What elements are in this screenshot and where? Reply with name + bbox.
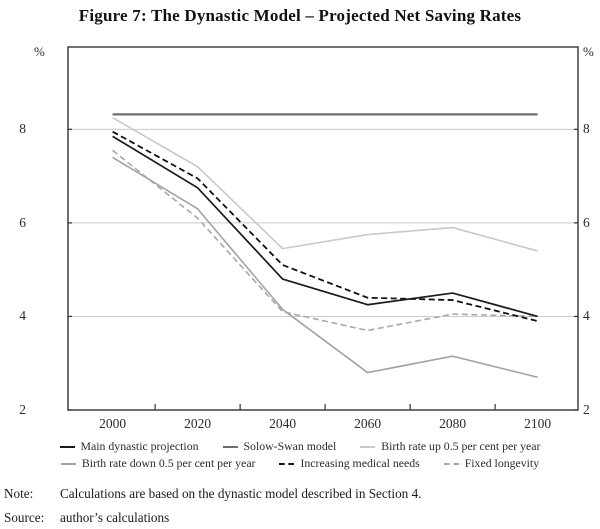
x-tick-label-2100: 2100	[524, 416, 552, 431]
y-axis-unit-right: %	[583, 44, 594, 59]
source-text: author’s calculations	[60, 510, 170, 525]
legend-swatch-icon	[60, 462, 76, 465]
chart-legend-row-2: Birth rate down 0.5 per cent per year Inc…	[0, 456, 600, 471]
legend-swatch-icon	[222, 445, 238, 448]
source-line: Source: author’s calculations	[4, 510, 169, 526]
x-tick-label-2080: 2080	[439, 416, 467, 431]
y-tick-label-left-8: 8	[19, 121, 26, 137]
legend-swatch-icon	[279, 462, 295, 465]
legend-item-1: Solow-Swan model	[222, 439, 337, 454]
legend-label: Fixed longevity	[464, 456, 540, 470]
y-axis-unit-left: %	[34, 44, 45, 59]
x-tick-label-2020: 2020	[184, 416, 212, 431]
plot-frame	[67, 46, 579, 411]
legend-label: Main dynastic projection	[80, 439, 199, 453]
series-line-5	[112, 149, 538, 332]
y-tick-label-left-2: 2	[19, 402, 26, 417]
x-tick-label-2060: 2060	[354, 416, 382, 431]
note-line: Note: Calculations are based on the dynas…	[4, 486, 421, 502]
legend-swatch-icon	[443, 462, 459, 465]
series-line-3	[112, 156, 538, 379]
note-label: Note:	[4, 486, 34, 501]
legend-label: Solow-Swan model	[243, 439, 337, 453]
source-label: Source:	[4, 510, 45, 525]
x-tick-label-2040: 2040	[269, 416, 297, 431]
legend-label: Increasing medical needs	[300, 456, 420, 470]
y-tick-label-right-6: 6	[583, 214, 590, 230]
y-tick-label-left-4: 4	[19, 308, 26, 324]
series-line-2	[112, 116, 538, 252]
legend-label: Birth rate up 0.5 per cent per year	[381, 439, 541, 453]
legend-item-3: Birth rate down 0.5 per cent per year	[60, 456, 256, 471]
legend-item-5: Fixed longevity	[443, 456, 540, 471]
series-line-4	[112, 130, 538, 322]
series-line-0	[112, 135, 538, 318]
legend-swatch-icon	[360, 445, 376, 448]
figure-title: Figure 7: The Dynastic Model – Projected…	[78, 6, 522, 25]
legend-item-0: Main dynastic projection	[59, 439, 199, 454]
y-tick-label-right-4: 4	[583, 308, 590, 324]
x-tick-label-2000: 2000	[99, 416, 127, 431]
chart-legend-row-1: Main dynastic projection Solow-Swan model…	[0, 439, 600, 454]
y-tick-label-left-6: 6	[19, 214, 26, 230]
legend-swatch-icon	[59, 445, 75, 448]
y-tick-label-right-2: 2	[583, 402, 590, 417]
note-text: Calculations are based on the dynastic m…	[60, 486, 422, 501]
legend-item-4: Increasing medical needs	[279, 456, 420, 471]
legend-label: Birth rate down 0.5 per cent per year	[81, 456, 256, 470]
legend-item-2: Birth rate up 0.5 per cent per year	[360, 439, 540, 454]
y-tick-label-right-8: 8	[583, 121, 590, 137]
